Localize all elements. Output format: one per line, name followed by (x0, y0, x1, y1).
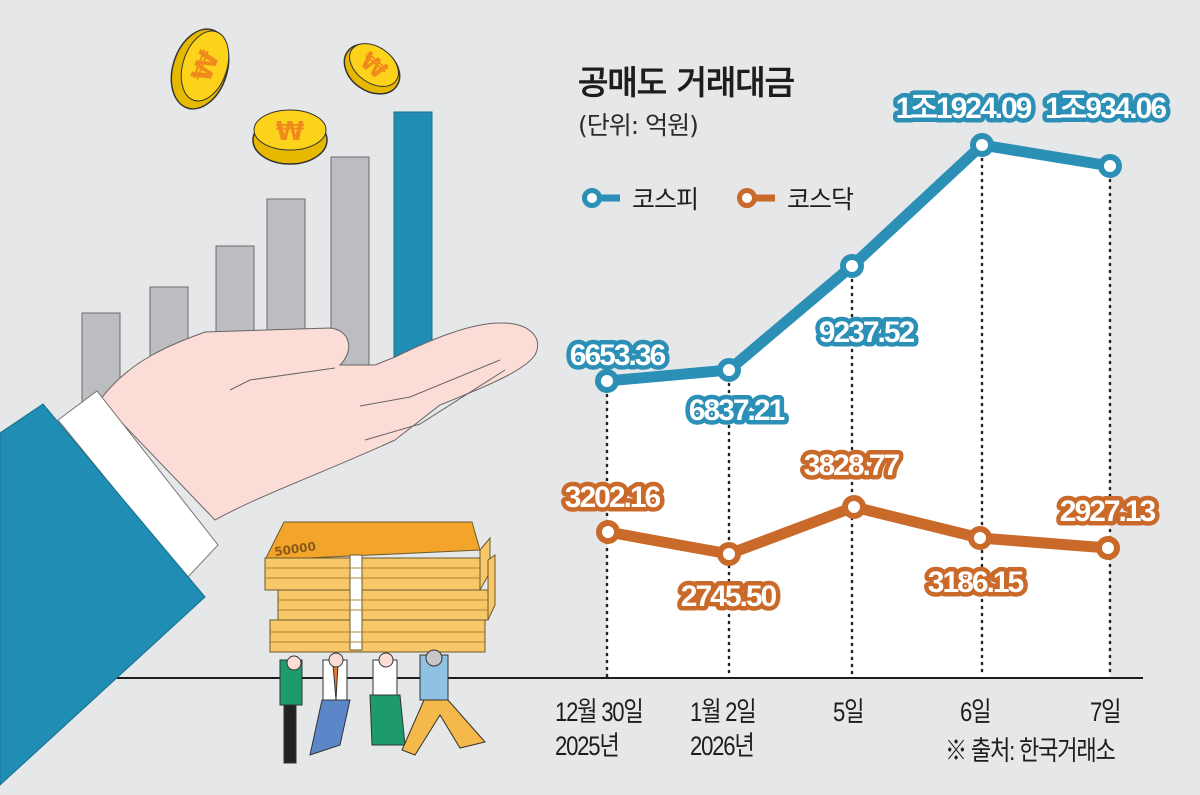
data-label: 1조934.06 (1045, 92, 1166, 125)
legend-label: 코스닥 (787, 185, 854, 214)
svg-text:₩: ₩ (276, 117, 305, 147)
data-labels-kospi: 6653.36 6837.21 9237.52 1조1924.09 1조934.… (565, 88, 1173, 432)
data-point-kosdaq[interactable] (717, 542, 741, 566)
data-point-kospi[interactable] (970, 133, 994, 157)
data-label: 3828.77 (804, 449, 900, 482)
data-point-kospi[interactable] (717, 358, 741, 382)
data-label: 3202.16 (565, 481, 661, 514)
data-point-kospi[interactable] (595, 369, 619, 393)
x-axis-label: 6일 (960, 697, 991, 727)
data-point-kosdaq[interactable] (1096, 536, 1120, 560)
data-label: 6653.36 (570, 339, 666, 372)
data-label: 1조1924.09 (896, 92, 1032, 125)
data-point-kosdaq[interactable] (842, 495, 866, 519)
bill-denomination-text: 50000 (273, 539, 316, 559)
coin-icon: ₩ (343, 43, 401, 95)
coin-icon: ₩ (252, 109, 328, 165)
circle-line-marker-icon (582, 188, 620, 208)
sleeve-illustration (0, 403, 206, 786)
legend-label: 코스피 (632, 185, 699, 214)
data-label: 9237.52 (819, 316, 915, 349)
data-label: 6837.21 (689, 394, 785, 427)
data-point-kosdaq[interactable] (596, 520, 620, 544)
legend-item-kosdaq[interactable]: 코스닥 (735, 180, 854, 216)
source-note: ※ 출처: 한국거래소 (945, 736, 1116, 766)
data-point-kospi[interactable] (840, 254, 864, 278)
series-kosdaq (596, 495, 1120, 566)
data-labels-kosdaq: 3202.16 2745.50 3828.77 3186.15 2927.13 (560, 445, 1162, 618)
x-axis-label: 5일 (833, 697, 864, 727)
hand-illustration (99, 322, 538, 521)
coin-icon: ₩ (170, 28, 230, 110)
legend-item-kospi[interactable]: 코스피 (580, 180, 699, 216)
people-carrying-illustration (279, 649, 486, 764)
circle-line-marker-icon (737, 188, 775, 208)
data-label: 2745.50 (681, 580, 777, 613)
data-label: 3186.15 (928, 566, 1024, 599)
x-axis-label: 12월 30일 2025년 (555, 697, 644, 761)
money-stack-illustration (264, 521, 496, 653)
x-axis-label: 1월 2일 2026년 (690, 697, 757, 761)
data-point-kosdaq[interactable] (968, 526, 992, 550)
series-kospi (595, 133, 1122, 393)
chart-unit: (단위: 억원) (578, 111, 699, 140)
chart-title: 공매도 거래대금 (578, 63, 795, 102)
data-label: 2927.13 (1060, 495, 1156, 528)
data-point-kospi[interactable] (1098, 154, 1122, 178)
x-axis-label: 7일 (1090, 697, 1121, 727)
